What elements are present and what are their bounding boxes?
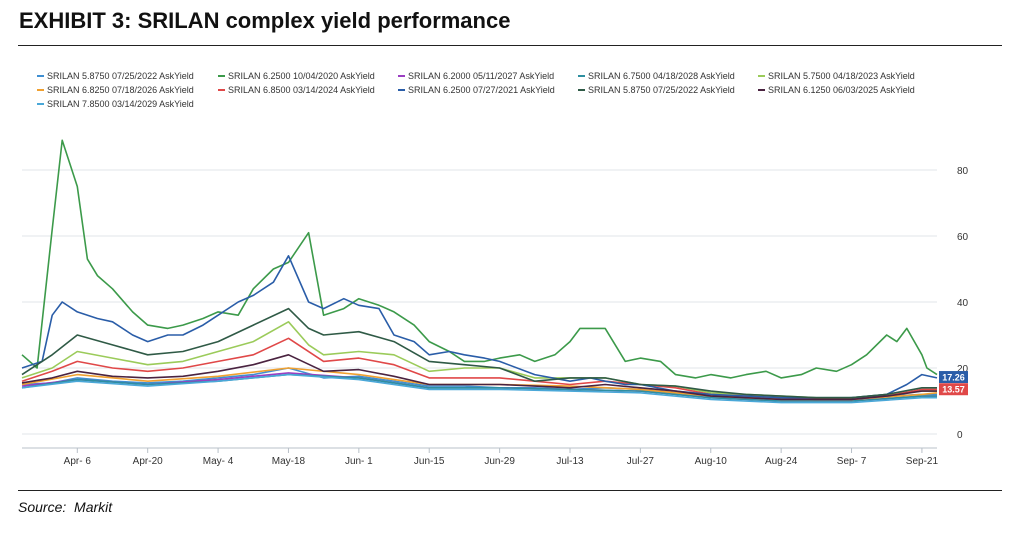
series-line — [21, 373, 937, 402]
x-tick-label: May-18 — [272, 456, 306, 467]
legend-entry[interactable]: SRILAN 5.8750 07/25/2022 AskYield — [47, 71, 194, 81]
series-line — [21, 307, 937, 399]
legend-entry[interactable]: SRILAN 6.2000 05/11/2027 AskYield — [408, 71, 554, 81]
y-tick-label: 0 — [957, 430, 963, 441]
top-rule — [18, 45, 1002, 46]
end-label-value: 17.26 — [942, 373, 965, 383]
legend-entry[interactable]: SRILAN 5.8750 07/25/2022 AskYield — [588, 85, 735, 95]
gridlines — [22, 169, 937, 435]
legend-entry[interactable]: SRILAN 6.1250 06/03/2025 AskYield — [768, 85, 915, 95]
series-lines — [21, 139, 938, 404]
end-label-badge — [939, 383, 968, 396]
series-line — [21, 373, 937, 404]
bottom-rule — [18, 490, 1002, 491]
x-tick-label: Apr-20 — [133, 456, 163, 467]
legend: SRILAN 5.8750 07/25/2022 AskYield SRILAN … — [37, 71, 915, 109]
series-line — [21, 337, 937, 401]
x-tick-label: Jul-13 — [556, 456, 584, 467]
y-tick-label: 60 — [957, 232, 969, 243]
legend-entry[interactable]: SRILAN 5.7500 04/18/2023 AskYield — [768, 71, 915, 81]
x-tick-label: Jun- 1 — [345, 456, 373, 467]
source-note: Source: Markit — [18, 499, 113, 515]
legend-entry[interactable]: SRILAN 6.8500 03/14/2024 AskYield — [228, 85, 375, 95]
x-tick-label: Sep- 7 — [837, 456, 867, 467]
x-axis: Apr- 6 Apr-20 May- 4 May-18 Jun- 1 Jun-15 Jun-… — [22, 447, 939, 467]
legend-entry[interactable]: SRILAN 6.7500 04/18/2028 AskYield — [588, 71, 735, 81]
x-tick-label: Jun-15 — [414, 456, 445, 467]
y-axis: 0 20 40 60 80 — [957, 166, 969, 441]
x-tick-label: Jul-27 — [627, 456, 655, 467]
x-tick-label: Apr- 6 — [64, 456, 92, 467]
end-label-value: 13.57 — [942, 385, 965, 395]
legend-entry[interactable]: SRILAN 7.8500 03/14/2029 AskYield — [47, 99, 194, 109]
legend-entry[interactable]: SRILAN 6.8250 07/18/2026 AskYield — [47, 85, 194, 95]
y-tick-label: 20 — [957, 364, 969, 375]
x-tick-label: Aug-10 — [695, 456, 728, 467]
y-tick-label: 40 — [957, 298, 969, 309]
end-labels: 17.26 13.57 — [939, 371, 968, 396]
x-tick-label: May- 4 — [203, 456, 234, 467]
exhibit-title: EXHIBIT 3: SRILAN complex yield performa… — [19, 8, 511, 33]
legend-entry[interactable]: SRILAN 6.2500 07/27/2021 AskYield — [408, 85, 555, 95]
legend-entry[interactable]: SRILAN 6.2500 10/04/2020 AskYield — [228, 71, 375, 81]
x-tick-label: Sep-21 — [906, 456, 939, 467]
series-line — [21, 139, 938, 379]
series-line — [21, 255, 938, 399]
end-label-badge — [939, 371, 968, 384]
x-tick-label: Jun-29 — [484, 456, 515, 467]
series-line — [21, 353, 937, 401]
y-tick-label: 80 — [957, 166, 969, 177]
x-tick-label: Aug-24 — [765, 456, 798, 467]
